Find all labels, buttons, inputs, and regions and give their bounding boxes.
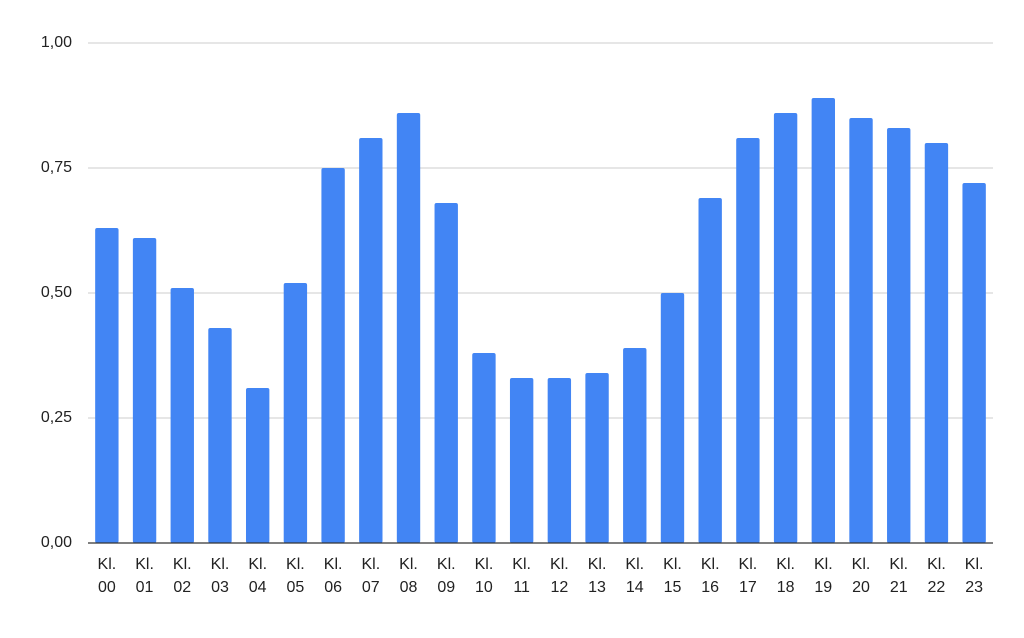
bar [962,183,986,543]
bar [547,378,572,543]
bar [773,113,798,543]
x-tick-label: Kl. 07 [361,556,380,596]
x-tick-label: Kl. 05 [286,556,305,596]
y-tick-label: 0,00 [41,534,72,551]
bar [887,128,911,543]
x-tick-label: Kl. 15 [663,556,682,596]
x-tick-label: Kl. 02 [173,556,192,596]
x-tick-label: Kl. 04 [248,556,267,596]
x-tick-label: Kl. 09 [437,556,456,596]
bar [396,113,421,543]
x-tick-label: Kl. 01 [135,556,154,596]
bar [472,353,496,543]
bar [623,348,647,543]
bar [95,228,119,543]
x-tick-label: Kl. 03 [211,556,230,596]
bar [698,198,722,543]
y-tick-label: 0,50 [41,284,72,301]
x-tick-label: Kl. 14 [625,556,644,596]
x-tick-label: Kl. 22 [927,556,946,596]
x-tick-label: Kl. 18 [776,556,795,596]
bar [132,238,157,543]
y-tick-label: 1,00 [41,34,72,51]
y-tick-label: 0,75 [41,159,72,176]
bar [245,388,270,543]
x-tick-label: Kl. 06 [324,556,343,596]
x-tick-label: Kl. 12 [550,556,569,596]
bar [509,378,534,543]
bar [585,373,609,543]
y-tick-label: 0,25 [41,409,72,426]
x-tick-label: Kl. 13 [588,556,607,596]
bar [208,328,232,543]
bar [283,283,308,543]
x-tick-label: Kl. 21 [889,556,908,596]
x-tick-label: Kl. 10 [475,556,494,596]
x-tick-label: Kl. 20 [852,556,871,596]
bar [170,288,194,543]
bar [811,98,836,543]
x-tick-label: Kl. 08 [399,556,418,596]
x-tick-label: Kl. 00 [98,556,117,596]
x-tick-label: Kl. 23 [965,556,984,596]
bar [736,138,760,543]
bar [321,168,345,543]
x-tick-label: Kl. 11 [512,556,531,596]
bar [924,143,949,543]
x-tick-label: Kl. 16 [701,556,720,596]
bar [849,118,873,543]
bar [359,138,383,543]
x-tick-label: Kl. 19 [814,556,833,596]
x-tick-label: Kl. 17 [739,556,758,596]
bar [434,203,458,543]
bar [660,293,685,543]
